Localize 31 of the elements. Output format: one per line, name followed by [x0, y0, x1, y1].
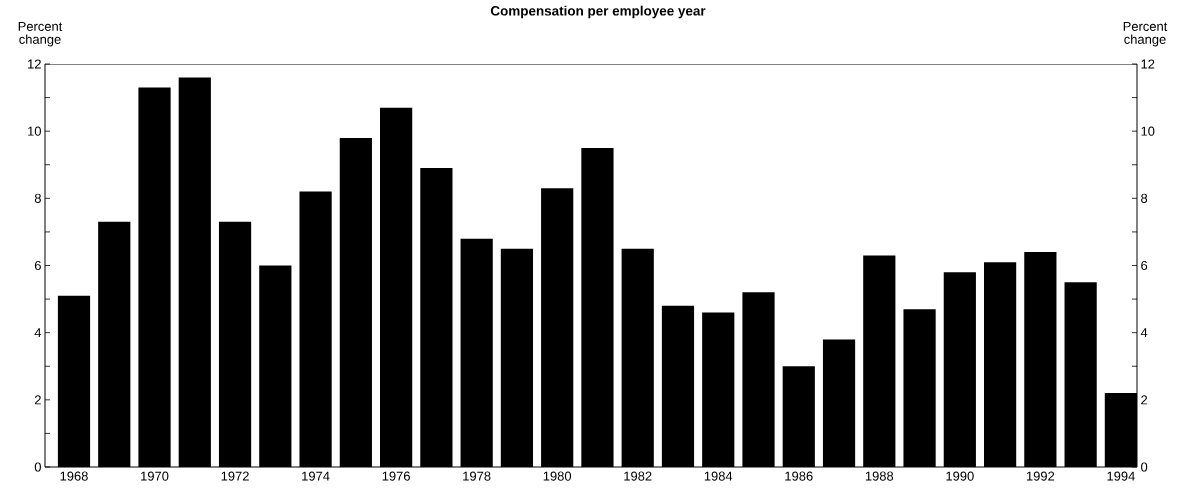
x-tick-label: 1988 — [865, 471, 894, 481]
y2-tick-label: 12 — [1141, 59, 1155, 69]
x-tick-label: 1978 — [463, 471, 491, 481]
y-tick-label: 8 — [34, 193, 41, 203]
y2-tick-label: 4 — [1140, 328, 1148, 338]
x-tick-label: 1990 — [946, 471, 974, 481]
y2-tick-label: 0 — [1141, 462, 1148, 472]
y2-axis-title: Percent change — [1123, 21, 1168, 47]
x-tick-label: 1970 — [141, 471, 169, 481]
y2-tick-label: 8 — [1141, 193, 1148, 203]
chart-title: Compensation per employee year — [490, 5, 706, 19]
y2-tick-label: 2 — [1141, 395, 1148, 405]
x-tick-label: 1982 — [624, 471, 652, 481]
x-tick-label: 1980 — [543, 471, 572, 481]
y-tick-label: 4 — [34, 328, 42, 338]
y-axis-title: Percent change — [18, 21, 63, 47]
x-tick-label: 1994 — [1107, 471, 1135, 481]
y2-tick-label: 10 — [1141, 126, 1155, 136]
x-tick-label: 1986 — [785, 471, 813, 481]
y-tick-label: 0 — [34, 462, 41, 472]
x-tick-label: 1984 — [704, 471, 733, 481]
x-tick-label: 1976 — [382, 471, 410, 481]
y-tick-label: 6 — [34, 260, 41, 271]
x-tick-label: 1972 — [221, 471, 249, 481]
y-tick-label: 12 — [28, 59, 41, 69]
y2-tick-label: 6 — [1141, 260, 1148, 271]
y-tick-label: 2 — [34, 395, 41, 405]
x-tick-label: 1974 — [302, 471, 330, 481]
x-tick-label: 1992 — [1026, 471, 1055, 481]
x-tick-label: 1968 — [60, 471, 88, 481]
y-tick-label: 10 — [28, 126, 41, 136]
